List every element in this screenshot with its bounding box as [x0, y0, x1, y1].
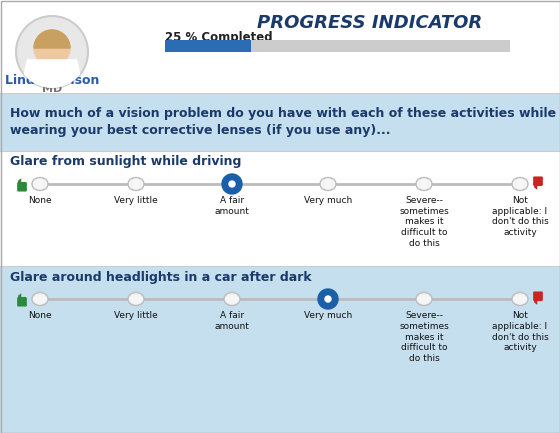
Text: Not
applicable: I
don't do this
activity: Not applicable: I don't do this activity — [492, 196, 548, 237]
Text: A fair
amount: A fair amount — [214, 196, 249, 216]
Text: None: None — [28, 196, 52, 205]
Circle shape — [34, 30, 70, 66]
FancyBboxPatch shape — [17, 297, 27, 307]
Text: Glare from sunlight while driving: Glare from sunlight while driving — [10, 155, 241, 168]
Text: How much of a vision problem do you have with each of these activities while
wea: How much of a vision problem do you have… — [10, 107, 556, 137]
Polygon shape — [20, 59, 85, 92]
Text: MD: MD — [42, 84, 62, 94]
Ellipse shape — [416, 178, 432, 191]
Text: Not
applicable: I
don't do this
activity: Not applicable: I don't do this activity — [492, 311, 548, 352]
Ellipse shape — [512, 178, 528, 191]
Text: Very little: Very little — [114, 196, 158, 205]
Text: Severe--
sometimes
makes it
difficult to
do this: Severe-- sometimes makes it difficult to… — [399, 196, 449, 248]
Ellipse shape — [32, 293, 48, 306]
FancyBboxPatch shape — [533, 291, 543, 301]
FancyBboxPatch shape — [165, 40, 251, 52]
Wedge shape — [34, 30, 70, 48]
Text: A fair
amount: A fair amount — [214, 311, 249, 331]
Text: Very much: Very much — [304, 311, 352, 320]
FancyBboxPatch shape — [0, 266, 560, 433]
Text: None: None — [28, 311, 52, 320]
FancyBboxPatch shape — [17, 183, 27, 191]
Text: Severe--
sometimes
makes it
difficult to
do this: Severe-- sometimes makes it difficult to… — [399, 311, 449, 363]
FancyBboxPatch shape — [534, 298, 542, 301]
FancyBboxPatch shape — [0, 93, 560, 151]
Text: Very much: Very much — [304, 196, 352, 205]
FancyBboxPatch shape — [165, 40, 510, 52]
Ellipse shape — [16, 16, 88, 88]
Ellipse shape — [224, 293, 240, 306]
Text: 25 % Completed: 25 % Completed — [165, 32, 273, 45]
FancyBboxPatch shape — [18, 297, 26, 300]
Text: Very little: Very little — [114, 311, 158, 320]
FancyBboxPatch shape — [0, 0, 560, 93]
FancyBboxPatch shape — [534, 184, 542, 186]
Text: PROGRESS INDICATOR: PROGRESS INDICATOR — [258, 14, 483, 32]
Text: Linda Benson: Linda Benson — [5, 74, 99, 87]
Polygon shape — [18, 178, 21, 184]
Circle shape — [225, 177, 239, 191]
Ellipse shape — [128, 178, 144, 191]
Circle shape — [222, 174, 242, 194]
Circle shape — [325, 296, 331, 302]
Ellipse shape — [128, 293, 144, 306]
FancyBboxPatch shape — [0, 151, 560, 266]
Polygon shape — [534, 299, 537, 305]
FancyBboxPatch shape — [533, 177, 543, 185]
Polygon shape — [534, 184, 537, 190]
Polygon shape — [18, 293, 21, 299]
Text: Glare around headlights in a car after dark: Glare around headlights in a car after d… — [10, 271, 311, 284]
Circle shape — [318, 289, 338, 309]
Circle shape — [321, 292, 335, 306]
Ellipse shape — [320, 178, 336, 191]
FancyBboxPatch shape — [18, 182, 26, 184]
Ellipse shape — [416, 293, 432, 306]
Ellipse shape — [512, 293, 528, 306]
Circle shape — [229, 181, 235, 187]
Ellipse shape — [32, 178, 48, 191]
